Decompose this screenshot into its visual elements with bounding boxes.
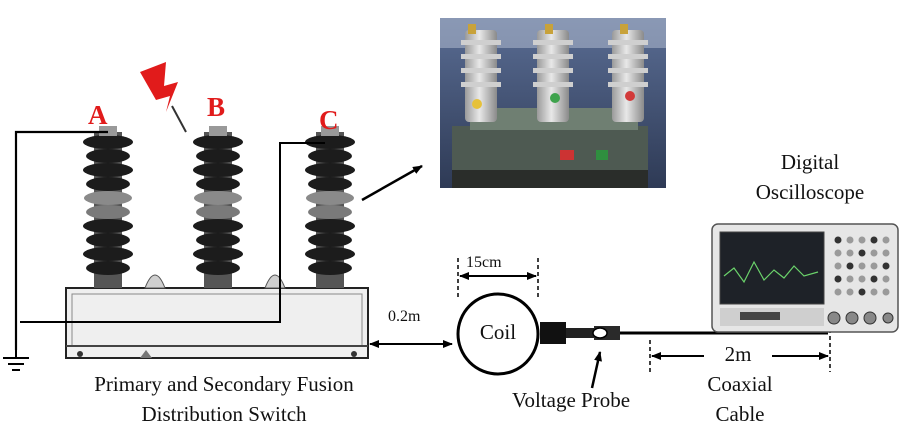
- oscilloscope-knob: [870, 288, 878, 296]
- coil-label: Coil: [479, 320, 517, 344]
- oscilloscope-knob: [870, 275, 878, 283]
- insulator-b: [193, 126, 243, 288]
- phase-c-wire: [20, 142, 325, 323]
- oscilloscope-knob: [846, 288, 854, 296]
- oscilloscope-knob: [858, 288, 866, 296]
- ground-icon: [3, 350, 29, 371]
- coil-diameter-label: 15cm: [466, 254, 502, 271]
- oscilloscope-knob: [834, 249, 842, 257]
- photo-bushing-1: [461, 30, 501, 122]
- oscilloscope-knob: [846, 236, 854, 244]
- cable-length-label: 2m: [724, 342, 752, 366]
- oscilloscope-knob: [846, 249, 854, 257]
- phase-b-label: B: [207, 92, 226, 122]
- lightning-bolt-icon: [140, 62, 187, 133]
- oscilloscope-knob: [858, 249, 866, 257]
- oscilloscope-knob: [882, 288, 890, 296]
- probe-pointer-arrow: [590, 351, 602, 389]
- coaxial-cable-label-line2: Cable: [715, 402, 765, 426]
- oscilloscope-knob: [858, 262, 866, 270]
- oscilloscope-label-line1: Digital: [780, 150, 840, 174]
- coil-circle: [456, 292, 540, 376]
- oscilloscope: [711, 223, 899, 333]
- oscilloscope-knob: [834, 288, 842, 296]
- voltage-probe-label: Voltage Probe: [512, 388, 631, 412]
- phase-a-label: A: [88, 100, 108, 130]
- oscilloscope-knob: [882, 249, 890, 257]
- switch-caption-line2: Distribution Switch: [141, 402, 307, 426]
- oscilloscope-knob: [870, 249, 878, 257]
- coil-diameter-dimension: [457, 258, 539, 300]
- insulator-a: [83, 126, 133, 288]
- phase-a-ground-wire: [14, 130, 108, 350]
- oscilloscope-knob: [870, 262, 878, 270]
- coaxial-cable: [649, 322, 831, 372]
- oscilloscope-knob: [882, 275, 890, 283]
- oscilloscope-knob: [834, 262, 842, 270]
- photo-pointer-arrow: [361, 164, 423, 202]
- distance-label: 0.2m: [388, 308, 421, 325]
- oscilloscope-knob: [858, 275, 866, 283]
- switch-caption-line1: Primary and Secondary Fusion: [94, 372, 354, 396]
- photo-bushing-2: [533, 30, 573, 122]
- phase-c-label: C: [319, 105, 339, 135]
- switch-photo: [440, 18, 666, 188]
- coaxial-cable-label-line1: Coaxial: [707, 372, 773, 396]
- photo-bushing-3: [608, 30, 648, 122]
- oscilloscope-knob: [834, 236, 842, 244]
- oscilloscope-knob: [846, 262, 854, 270]
- oscilloscope-knob: [870, 236, 878, 244]
- oscilloscope-knob: [834, 275, 842, 283]
- oscilloscope-knob: [882, 262, 890, 270]
- oscilloscope-knob: [858, 236, 866, 244]
- oscilloscope-knob: [846, 275, 854, 283]
- insulators: [83, 126, 355, 288]
- oscilloscope-label-line2: Oscilloscope: [755, 180, 865, 204]
- insulator-c: [305, 126, 355, 288]
- voltage-probe: [540, 322, 720, 344]
- oscilloscope-knob: [882, 236, 890, 244]
